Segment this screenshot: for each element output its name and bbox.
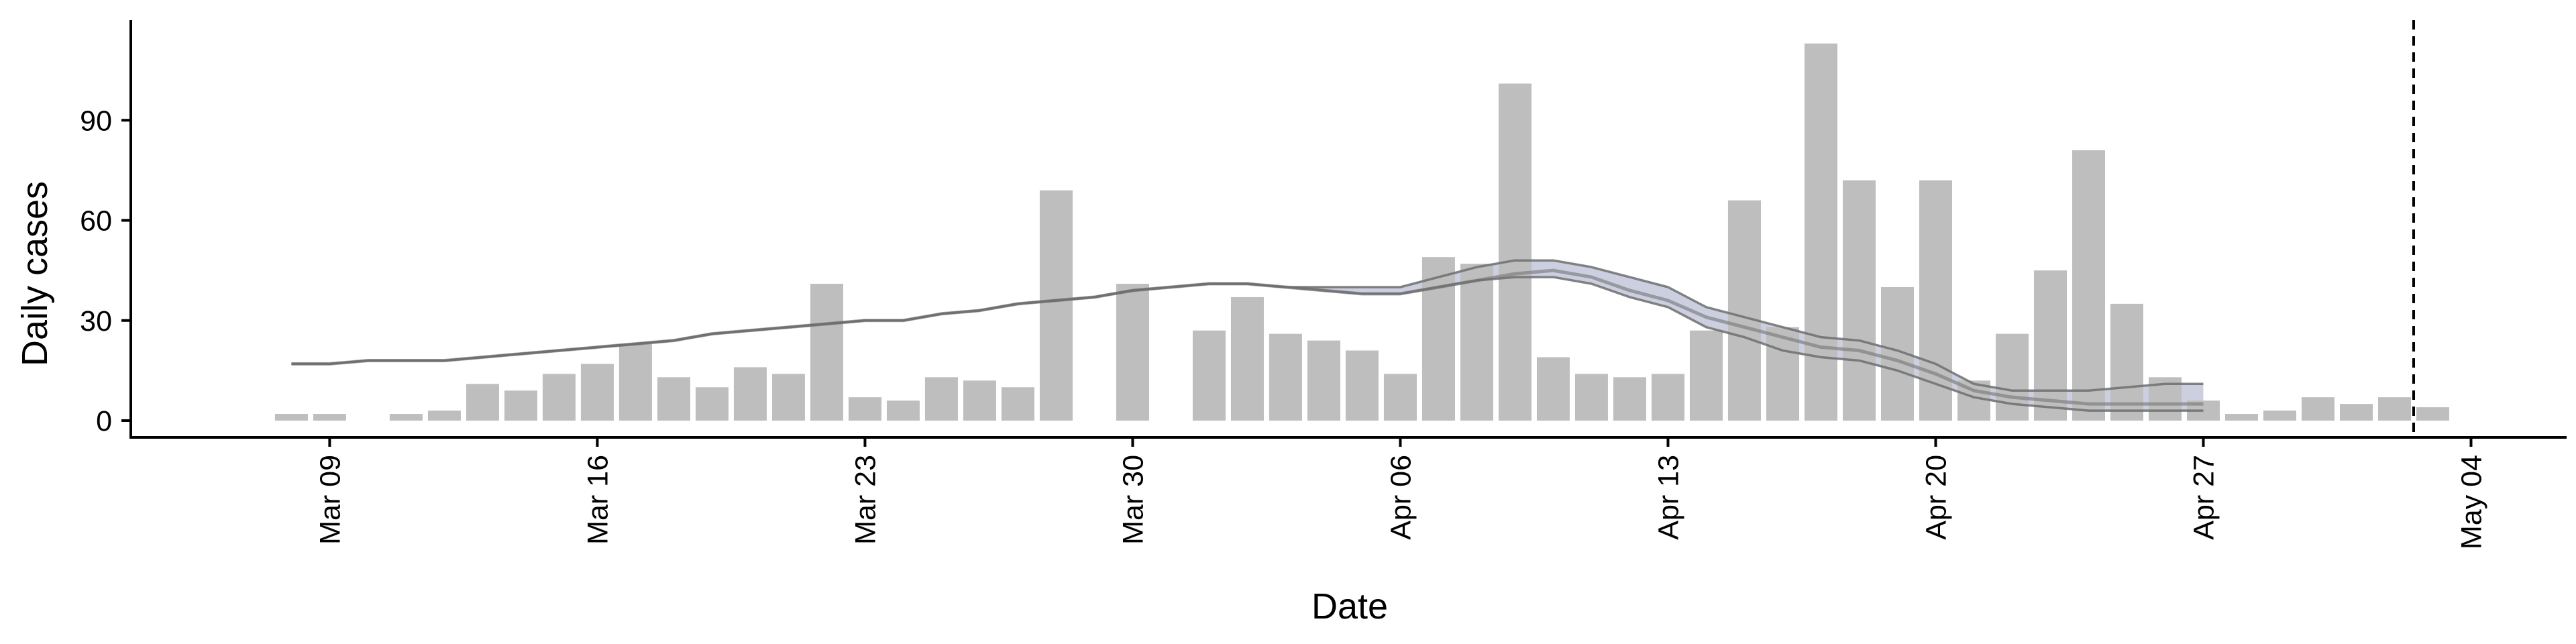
bar-day-33: [1536, 357, 1570, 421]
bar-day-32: [1498, 83, 1532, 421]
bar-day-10: [657, 377, 690, 421]
bar-day-7: [542, 374, 576, 421]
bar-day-41: [1842, 180, 1876, 421]
bar-day-1: [313, 414, 346, 421]
bar-day-29: [1383, 374, 1417, 421]
bar-day-51: [2224, 414, 2258, 421]
x-tick-label-50: Apr 27: [2188, 455, 2220, 540]
bar-day-13: [771, 374, 805, 421]
bar-day-24: [1192, 330, 1226, 421]
bar-day-25: [1230, 297, 1264, 421]
bar-day-36: [1651, 374, 1684, 421]
bar-day-5: [466, 384, 499, 421]
bar-day-52: [2263, 411, 2296, 421]
estimate-line-upper: [291, 259, 2204, 392]
bar-day-0: [274, 414, 308, 421]
estimate-line-layer: [291, 259, 2204, 412]
bar-day-38: [1727, 200, 1761, 421]
bar-day-27: [1307, 340, 1340, 421]
bar-day-54: [2339, 404, 2373, 421]
bar-day-15: [848, 397, 881, 421]
bar-day-26: [1269, 333, 1302, 421]
x-tick-label-22: Mar 30: [1117, 455, 1149, 545]
x-tick-label-1: Mar 09: [314, 455, 346, 545]
x-tick-label-36: Apr 13: [1652, 455, 1684, 540]
bar-day-40: [1804, 43, 1837, 421]
y-tick-label-90: 90: [80, 105, 112, 137]
bar-day-4: [427, 411, 461, 421]
bar-day-3: [389, 414, 423, 421]
bar-day-9: [619, 343, 652, 421]
y-tick-label-60: 60: [80, 205, 112, 237]
bar-day-30: [1421, 257, 1455, 421]
bar-day-48: [2110, 303, 2143, 421]
bar-day-19: [1001, 387, 1034, 421]
x-tick-label-15: Mar 23: [849, 455, 881, 545]
bar-day-56: [2416, 407, 2450, 421]
bar-day-39: [1766, 327, 1799, 421]
bar-day-12: [733, 367, 767, 421]
x-tick-label-29: Apr 06: [1385, 455, 1417, 540]
bar-day-14: [810, 284, 843, 421]
x-tick-label-43: Apr 20: [1920, 455, 1952, 540]
bar-day-45: [1995, 333, 2029, 421]
y-tick-label-0: 0: [96, 405, 112, 437]
bar-day-55: [2377, 397, 2412, 421]
bar-day-16: [886, 400, 920, 421]
bar-day-18: [963, 380, 996, 421]
bar-day-22: [1116, 284, 1149, 421]
x-tick-label-8: Mar 16: [582, 455, 614, 545]
bar-day-6: [504, 390, 537, 421]
y-tick-layer: 0 30 60 90: [80, 105, 131, 437]
x-tick-layer: Mar 09 Mar 16 Mar 23 Mar 30 Apr 06 Apr 13 Apr …: [314, 437, 2487, 549]
bar-day-37: [1689, 330, 1723, 421]
bar-day-20: [1039, 190, 1073, 421]
bar-day-34: [1574, 374, 1608, 421]
bar-day-47: [2072, 150, 2105, 421]
bar-day-8: [580, 364, 614, 421]
bar-day-35: [1613, 377, 1646, 421]
y-tick-label-30: 30: [80, 305, 112, 337]
x-axis-label: Date: [1311, 586, 1388, 627]
x-tick-label-57: May 04: [2455, 455, 2487, 549]
bar-day-28: [1345, 350, 1379, 421]
bar-layer: [274, 43, 2450, 421]
y-axis-label: Daily cases: [15, 181, 55, 366]
bar-day-31: [1460, 264, 1493, 421]
bar-day-17: [924, 377, 958, 421]
bar-day-53: [2301, 397, 2335, 421]
bar-day-46: [2033, 270, 2067, 421]
axes-layer: [129, 20, 2567, 439]
bar-day-11: [695, 387, 729, 421]
